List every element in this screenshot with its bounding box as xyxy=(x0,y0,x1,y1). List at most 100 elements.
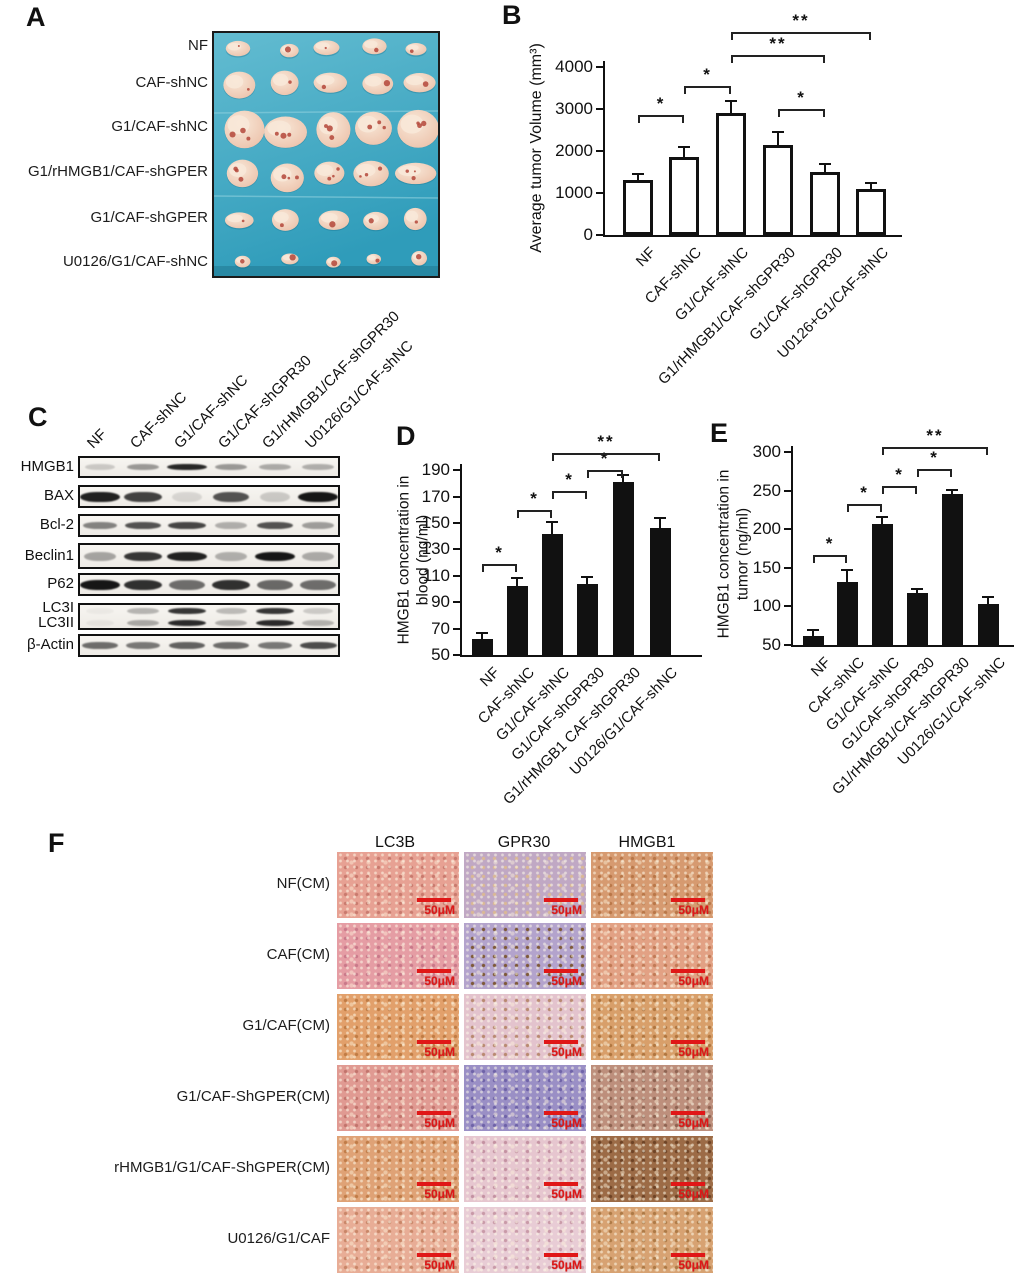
y-axis-tick xyxy=(453,522,460,524)
error-bar xyxy=(683,146,685,160)
scale-bar xyxy=(417,898,451,902)
blot-band xyxy=(259,491,291,502)
significance-bracket xyxy=(917,468,952,477)
y-axis-tick-label: 90 xyxy=(431,592,450,612)
blot-band xyxy=(255,608,295,614)
blot-row-label: β-Actin xyxy=(27,636,74,653)
bar xyxy=(856,188,886,235)
error-bar xyxy=(881,516,883,526)
bar xyxy=(871,523,893,645)
error-bar xyxy=(824,163,826,174)
error-bar-cap xyxy=(819,162,831,165)
scale-bar xyxy=(671,898,705,902)
significance-label: * xyxy=(930,447,939,467)
y-axis-tick-label: 130 xyxy=(421,539,450,559)
x-axis-category-label: NF xyxy=(632,244,660,271)
blot-lane-label: NF xyxy=(83,425,111,452)
ihc-image: 50μM xyxy=(591,1065,713,1131)
panel-c-label: C xyxy=(28,402,48,432)
scale-bar xyxy=(671,1111,705,1115)
scale-bar xyxy=(671,1040,705,1044)
scale-bar xyxy=(671,969,705,973)
significance-bracket xyxy=(731,54,825,63)
significance-bracket xyxy=(813,554,847,563)
ihc-image: 50μM xyxy=(464,1207,586,1273)
bar xyxy=(802,635,824,645)
ihc-row-label: U0126/G1/CAF xyxy=(227,1230,330,1247)
blot-band xyxy=(85,620,115,626)
y-axis-tick-label: 3000 xyxy=(555,99,593,118)
scale-bar xyxy=(544,1253,578,1257)
scale-bar xyxy=(417,1182,451,1186)
bar xyxy=(763,144,793,235)
scale-bar xyxy=(544,969,578,973)
panel-c-blots: C NF CAF-shNC G1/CAF-shNC G1/CAF-shGPR30 G1/… xyxy=(0,308,417,685)
blot-band xyxy=(169,642,205,649)
error-bar-cap xyxy=(546,520,558,523)
blot-band xyxy=(298,491,338,502)
error-bar xyxy=(637,174,639,183)
error-bar-cap xyxy=(841,569,853,572)
error-bar xyxy=(730,100,732,116)
significance-label: * xyxy=(703,64,712,84)
blot-row-label: LC3I xyxy=(42,599,74,616)
ihc-image: 50μM xyxy=(591,1136,713,1202)
significance-label: * xyxy=(600,449,610,469)
blot-strip xyxy=(78,514,340,537)
significance-bracket xyxy=(517,509,552,518)
bar xyxy=(506,586,528,655)
y-axis-tick xyxy=(453,601,460,604)
scale-bar-label: 50μM xyxy=(678,1258,709,1272)
scale-bar xyxy=(671,1253,705,1257)
ihc-image: 50μM xyxy=(337,1065,459,1131)
y-axis-tick xyxy=(453,469,460,472)
ihc-image: 50μM xyxy=(337,994,459,1060)
error-bar-cap xyxy=(865,182,877,185)
blot-strip xyxy=(78,603,340,630)
y-axis-tick-label: 4000 xyxy=(555,57,593,76)
y-axis xyxy=(460,464,462,657)
panel-a-row-label: G1/rHMGB1/CAF-shGPER xyxy=(27,163,208,180)
ihc-column-header: HMGB1 xyxy=(618,834,676,851)
blot-row-label: P62 xyxy=(47,575,74,592)
y-axis-tick xyxy=(784,566,791,569)
ihc-image: 50μM xyxy=(591,994,713,1060)
blot-strip xyxy=(78,543,340,569)
significance-label: ** xyxy=(926,426,944,446)
scale-bar xyxy=(417,1111,451,1115)
blot-band xyxy=(215,608,247,614)
blot-strip xyxy=(78,634,340,657)
bar xyxy=(810,172,840,235)
blot-band xyxy=(126,464,160,470)
blot-band xyxy=(302,551,334,561)
y-axis-tick xyxy=(453,654,460,656)
bar xyxy=(836,581,858,645)
scale-bar xyxy=(671,1182,705,1186)
error-bar-cap xyxy=(581,576,593,579)
error-bar xyxy=(870,183,872,191)
panel-e-label: E xyxy=(710,418,729,448)
scale-bar-label: 50μM xyxy=(551,1045,582,1059)
y-axis-tick-label: 190 xyxy=(421,460,450,480)
ihc-row-label: rHMGB1/G1/CAF-ShGPER(CM) xyxy=(114,1159,330,1176)
panel-a: A NF CAF-shNC G1/CAF-shNC G1/rHMGB1/CAF-shG… xyxy=(0,0,490,300)
y-axis-tick-label: 110 xyxy=(422,565,450,585)
ihc-image: 50μM xyxy=(464,923,586,989)
significance-bracket xyxy=(731,31,871,40)
error-bar-cap xyxy=(654,516,666,519)
bar xyxy=(623,180,653,235)
panel-a-row-label: U0126/G1/CAF-shNC xyxy=(62,253,208,270)
ihc-image: 50μM xyxy=(464,1136,586,1202)
blot-band xyxy=(82,642,118,649)
significance-bracket xyxy=(552,491,587,500)
blot-band xyxy=(301,522,335,529)
error-bar-cap xyxy=(725,99,737,102)
scale-bar xyxy=(544,1111,578,1115)
scale-bar-label: 50μM xyxy=(678,1187,709,1201)
error-bar xyxy=(987,597,989,607)
y-axis-tick xyxy=(596,108,603,110)
error-bar-cap xyxy=(946,488,958,491)
significance-bracket xyxy=(882,485,917,494)
ihc-image: 50μM xyxy=(591,852,713,918)
error-bar xyxy=(481,632,483,642)
